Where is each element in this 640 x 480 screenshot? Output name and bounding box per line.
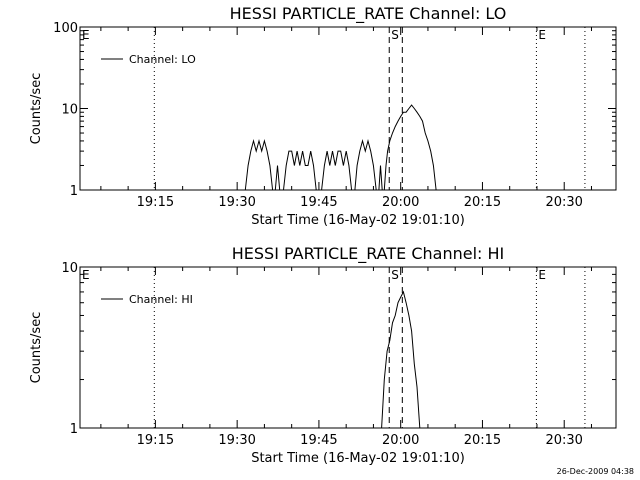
marker-label: E bbox=[538, 28, 546, 42]
legend-label: Channel: HI bbox=[129, 293, 193, 306]
y-tick-label: 1 bbox=[70, 184, 78, 199]
series-line bbox=[378, 165, 383, 191]
x-tick-label: 19:45 bbox=[300, 433, 337, 448]
series-line bbox=[283, 150, 317, 191]
x-tick-label: 20:15 bbox=[464, 195, 501, 210]
x-tick-label: 20:00 bbox=[382, 195, 419, 210]
x-tick-label: 19:15 bbox=[137, 195, 174, 210]
marker-label: E bbox=[82, 28, 90, 42]
marker-label: E bbox=[538, 268, 546, 282]
series-line bbox=[321, 150, 353, 191]
y-axis-label: Counts/sec bbox=[29, 312, 44, 384]
x-tick-label: 20:00 bbox=[382, 433, 419, 448]
x-axis-label: Start Time (16-May-02 19:01:10) bbox=[251, 451, 465, 466]
lo-channel-panel: HESSI PARTICLE_RATE Channel: LO 19:15 19:3… bbox=[29, 4, 617, 228]
x-tick-label: 20:15 bbox=[464, 433, 501, 448]
series-line bbox=[381, 290, 421, 429]
timestamp-footer: 26-Dec-2009 04:38 bbox=[557, 467, 634, 476]
x-tick-label: 20:30 bbox=[545, 195, 582, 210]
chart-title: HESSI PARTICLE_RATE Channel: HI bbox=[232, 244, 505, 264]
chart-title: HESSI PARTICLE_RATE Channel: LO bbox=[230, 4, 507, 24]
y-tick-label: 100 bbox=[53, 21, 78, 36]
x-tick-label: 20:30 bbox=[545, 433, 582, 448]
y-tick-label: 1 bbox=[70, 422, 78, 437]
legend-label: Channel: LO bbox=[129, 53, 196, 66]
series-line bbox=[244, 138, 274, 191]
plot-frame bbox=[79, 266, 617, 429]
marker-label: S bbox=[391, 268, 399, 282]
x-tick-label: 19:30 bbox=[218, 195, 255, 210]
x-axis-label: Start Time (16-May-02 19:01:10) bbox=[251, 213, 465, 228]
x-tick-label: 19:45 bbox=[300, 195, 337, 210]
series-line bbox=[383, 104, 437, 191]
y-tick-label: 10 bbox=[61, 103, 78, 118]
hi-channel-panel: HESSI PARTICLE_RATE Channel: HI 19:15 19:3… bbox=[29, 244, 617, 466]
y-axis-label: Counts/sec bbox=[29, 73, 44, 145]
marker-label: S bbox=[391, 28, 399, 42]
marker-label: E bbox=[82, 268, 90, 282]
x-tick-label: 19:30 bbox=[218, 433, 255, 448]
y-tick-label: 10 bbox=[61, 261, 78, 276]
plot-frame bbox=[79, 26, 617, 191]
series-line bbox=[354, 138, 377, 191]
series-line bbox=[274, 165, 281, 191]
x-tick-label: 19:15 bbox=[137, 433, 174, 448]
